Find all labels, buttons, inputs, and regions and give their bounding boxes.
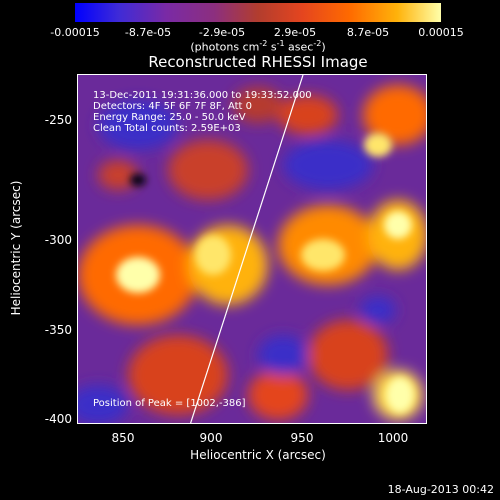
colorbar-tick-label: -0.00015 bbox=[50, 26, 100, 39]
x-tick-label: 1000 bbox=[377, 431, 409, 445]
rhessi-image: 13-Dec-2011 19:31:36.000 to 19:33:52.000… bbox=[77, 74, 427, 424]
colorbar-tick-label: -8.7e-05 bbox=[124, 26, 172, 39]
y-tick-label: -250 bbox=[44, 113, 72, 127]
x-tick-label: 850 bbox=[111, 431, 135, 445]
detectors-label: Detectors: 4F 5F 6F 7F 8F, Att 0 bbox=[93, 101, 253, 112]
colorbar-tick-label: 0.00015 bbox=[418, 26, 464, 39]
energy-range-label: Energy Range: 25.0 - 50.0 keV bbox=[93, 112, 246, 123]
x-axis-label: Heliocentric X (arcsec) bbox=[190, 448, 326, 462]
limb-line bbox=[190, 75, 304, 423]
y-tick-label: -350 bbox=[44, 323, 72, 337]
colorbar bbox=[75, 3, 441, 22]
colorbar-tick-label: 8.7e-05 bbox=[346, 26, 390, 39]
colorbar-tick-label: 2.9e-05 bbox=[273, 26, 317, 39]
image-heatmap bbox=[78, 75, 426, 423]
clean-counts-label: Clean Total counts: 2.59E+03 bbox=[93, 123, 241, 134]
colorbar-units: (photons cm-2 s-1 asec-2) bbox=[190, 39, 326, 54]
y-tick-label: -300 bbox=[44, 233, 72, 247]
x-tick-label: 950 bbox=[290, 431, 314, 445]
time-range-label: 13-Dec-2011 19:31:36.000 to 19:33:52.000 bbox=[93, 90, 312, 101]
image-title: Reconstructed RHESSI Image bbox=[148, 53, 368, 71]
x-tick-label: 900 bbox=[199, 431, 223, 445]
colorbar-tick-label: -2.9e-05 bbox=[198, 26, 246, 39]
y-axis-label: Heliocentric Y (arcsec) bbox=[9, 180, 23, 316]
y-tick-label: -400 bbox=[44, 412, 72, 426]
peak-position-label: Position of Peak = [1002,-386] bbox=[93, 398, 246, 409]
footer-timestamp: 18-Aug-2013 00:42 bbox=[387, 483, 494, 496]
